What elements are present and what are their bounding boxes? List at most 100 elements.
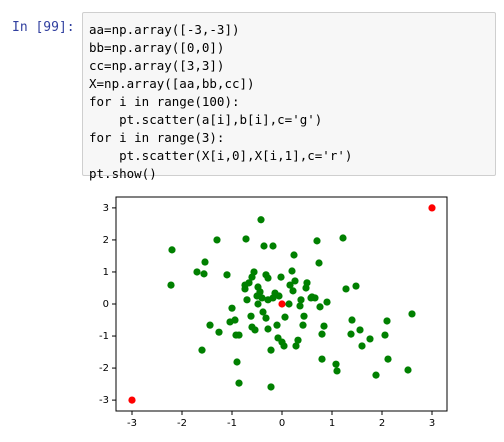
point — [206, 321, 214, 329]
point — [267, 383, 275, 391]
code-line: for i in range(100): — [89, 94, 240, 109]
code-line: pt.scatter(X[i,0],X[i,1],c='r') — [89, 148, 353, 163]
point — [366, 335, 374, 343]
point — [348, 316, 356, 324]
y-tick-label: 1 — [103, 267, 109, 278]
point — [404, 366, 412, 374]
point — [201, 258, 209, 266]
point — [264, 325, 272, 333]
point — [408, 310, 416, 318]
point — [233, 358, 241, 366]
code-line: cc=np.array([3,3]) — [89, 58, 225, 73]
x-tick-label: 1 — [329, 418, 335, 429]
point — [290, 251, 298, 259]
point — [258, 294, 266, 302]
point — [316, 303, 324, 311]
point — [200, 270, 208, 278]
point — [292, 342, 300, 350]
code-line: for i in range(3): — [89, 130, 225, 145]
point — [299, 321, 307, 329]
point — [320, 322, 328, 330]
point — [257, 216, 265, 224]
point — [269, 242, 277, 250]
point — [358, 342, 366, 350]
x-tick-label: 3 — [429, 418, 435, 429]
point — [256, 288, 264, 296]
point — [280, 342, 288, 350]
point — [128, 396, 136, 404]
point — [213, 236, 221, 244]
point — [323, 298, 331, 306]
y-tick-label: 0 — [103, 299, 109, 310]
point — [428, 204, 436, 212]
y-tick-label: 2 — [103, 235, 109, 246]
x-tick-label: 2 — [379, 418, 385, 429]
point — [384, 355, 392, 363]
point — [281, 313, 289, 321]
point — [333, 367, 341, 375]
point — [235, 379, 243, 387]
point — [352, 282, 360, 290]
point — [277, 273, 285, 281]
point — [223, 271, 231, 279]
point — [168, 246, 176, 254]
y-tick-label: 3 — [103, 203, 109, 214]
point — [303, 279, 311, 287]
code-line: X=np.array([aa,bb,cc]) — [89, 76, 255, 91]
point — [286, 281, 294, 289]
y-tick-label: -2 — [99, 363, 109, 374]
x-tick-label: 0 — [279, 418, 285, 429]
point — [273, 321, 281, 329]
point — [318, 330, 326, 338]
point — [259, 308, 267, 316]
y-tick-label: -1 — [99, 331, 109, 342]
code-line: bb=np.array([0,0]) — [89, 40, 225, 55]
point — [231, 316, 239, 324]
point — [383, 317, 391, 325]
point — [356, 326, 364, 334]
point — [248, 273, 256, 281]
point — [247, 312, 255, 320]
point — [347, 330, 355, 338]
x-tick-label: -3 — [127, 418, 137, 429]
point — [318, 355, 326, 363]
point — [315, 259, 323, 267]
x-tick-label: -1 — [227, 418, 237, 429]
point — [267, 346, 275, 354]
point — [167, 281, 175, 289]
point — [278, 300, 286, 308]
point — [262, 314, 270, 322]
point — [198, 346, 206, 354]
point — [242, 235, 250, 243]
point — [297, 296, 305, 304]
prompt: In [99]: — [12, 20, 75, 35]
point — [285, 300, 293, 308]
point — [215, 328, 223, 336]
point — [339, 234, 347, 242]
point — [313, 237, 321, 245]
point — [294, 336, 302, 344]
point — [300, 312, 308, 320]
point — [228, 304, 236, 312]
point — [245, 279, 253, 287]
point — [264, 296, 272, 304]
code-cell[interactable]: aa=np.array([-3,-3]) bb=np.array([0,0]) cc… — [82, 12, 496, 181]
code-line: pt.show() — [89, 166, 157, 181]
point — [288, 267, 296, 275]
point — [264, 274, 272, 282]
point — [254, 300, 262, 308]
y-tick-label: -3 — [99, 395, 109, 406]
point — [296, 302, 304, 310]
point — [235, 331, 243, 339]
point — [311, 294, 319, 302]
point — [241, 285, 249, 293]
point — [289, 287, 297, 295]
point — [332, 360, 340, 368]
x-tick-label: -2 — [177, 418, 187, 429]
point — [342, 285, 350, 293]
code-line: pt.scatter(a[i],b[i],c='g') — [89, 112, 323, 127]
point — [260, 242, 268, 250]
point — [381, 331, 389, 339]
